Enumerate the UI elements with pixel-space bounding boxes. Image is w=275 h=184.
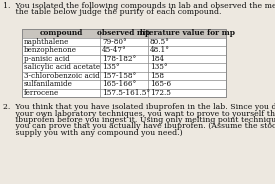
Text: the table below judge the purity of each compound.: the table below judge the purity of each… — [3, 8, 221, 17]
Text: 178-182°: 178-182° — [102, 55, 136, 63]
Bar — [22, 38, 226, 97]
Text: compound: compound — [39, 29, 83, 37]
Text: supply you with any compound you need.): supply you with any compound you need.) — [3, 129, 183, 137]
Text: p-anisic acid: p-anisic acid — [24, 55, 70, 63]
Text: salicylic acid acetate: salicylic acid acetate — [24, 63, 100, 71]
Text: ibuprofen before you ingest it. Using only melting point techniques, explain how: ibuprofen before you ingest it. Using on… — [3, 116, 275, 124]
Text: ferrocene: ferrocene — [24, 89, 59, 97]
Bar — [22, 29, 226, 38]
Text: 157-158°: 157-158° — [102, 72, 136, 80]
Text: 48.1°: 48.1° — [150, 46, 170, 54]
Text: 1.  You isolated the following compounds in lab and observed the melting points : 1. You isolated the following compounds … — [3, 2, 275, 10]
Text: 158: 158 — [150, 72, 164, 80]
Text: benzophenone: benzophenone — [24, 46, 77, 54]
Text: 135°: 135° — [150, 63, 168, 71]
Text: 165-6: 165-6 — [150, 80, 171, 88]
Text: 172.5: 172.5 — [150, 89, 171, 97]
Text: 184: 184 — [150, 55, 164, 63]
Text: 45-47°: 45-47° — [102, 46, 127, 54]
Text: observed mp: observed mp — [97, 29, 151, 37]
Text: 135°: 135° — [102, 63, 120, 71]
Text: 3-chlorobenzoic acid: 3-chlorobenzoic acid — [24, 72, 100, 80]
Text: 79-80°: 79-80° — [102, 38, 127, 46]
Text: your own laboratory techniques, you want to prove to yourself that you have: your own laboratory techniques, you want… — [3, 109, 275, 118]
Text: naphthalene: naphthalene — [24, 38, 69, 46]
Text: 165-166°: 165-166° — [102, 80, 136, 88]
Text: 157.5-161.5°: 157.5-161.5° — [102, 89, 150, 97]
Text: 80.5°: 80.5° — [150, 38, 170, 46]
Bar — [22, 29, 226, 97]
Text: you can prove that you actually have ibuprofen. (Assume the stockroom is able to: you can prove that you actually have ibu… — [3, 123, 275, 130]
Text: sulfanilamide: sulfanilamide — [24, 80, 73, 88]
Text: literature value for mp: literature value for mp — [139, 29, 235, 37]
Text: 2.  You think that you have isolated ibuprofen in the lab. Since you don’t total: 2. You think that you have isolated ibup… — [3, 103, 275, 111]
